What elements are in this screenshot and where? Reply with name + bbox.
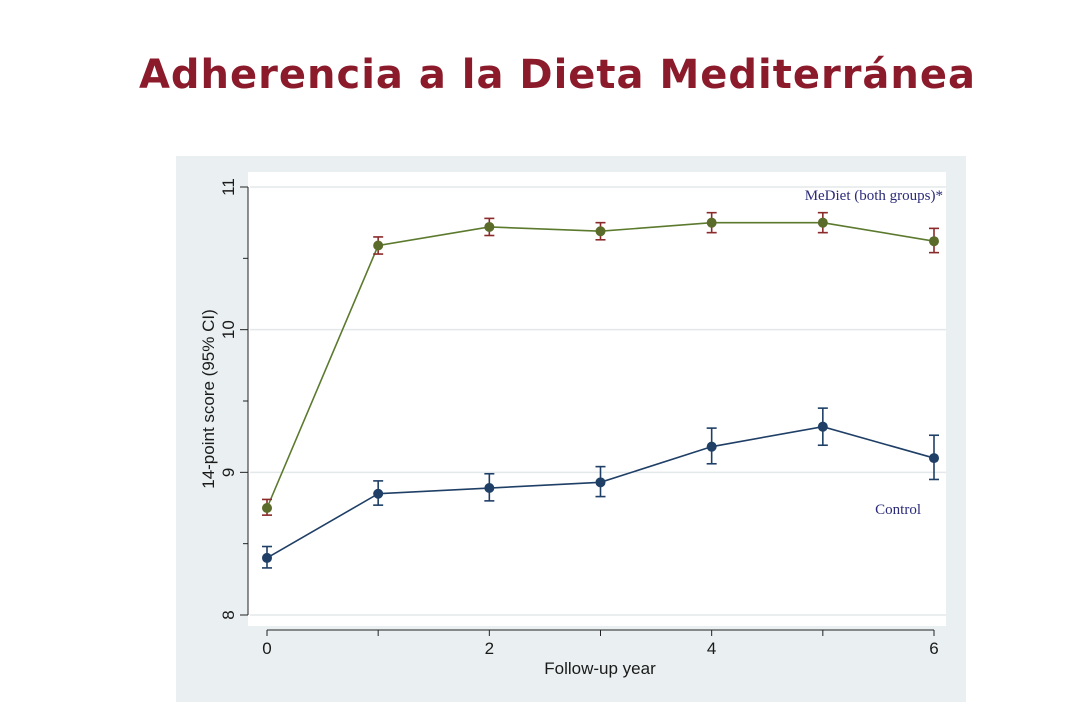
data-point-mediet bbox=[373, 240, 384, 251]
plot-area bbox=[248, 172, 946, 626]
line-chart: 8 9 10 11 0 2 4 6 14-point score (95% CI) Follo… bbox=[176, 156, 966, 702]
data-point-control bbox=[373, 488, 384, 499]
data-point-mediet bbox=[484, 221, 495, 232]
data-point-mediet bbox=[929, 236, 939, 247]
y-tick-label: 10 bbox=[219, 320, 238, 339]
data-point-control bbox=[595, 477, 606, 488]
axes: 8 9 10 11 0 2 4 6 bbox=[219, 178, 939, 658]
data-point-control bbox=[817, 421, 828, 432]
page-title: Adherencia a la Dieta Mediterránea bbox=[138, 52, 977, 98]
x-axis-title: Follow-up year bbox=[544, 659, 656, 678]
y-tick-label: 8 bbox=[219, 610, 238, 619]
x-tick-label: 6 bbox=[929, 639, 938, 658]
series bbox=[262, 211, 939, 569]
y-tick-label: 11 bbox=[219, 178, 238, 196]
series-label-control: Control bbox=[875, 502, 921, 518]
x-tick-label: 0 bbox=[262, 639, 271, 658]
data-point-mediet bbox=[262, 503, 272, 513]
data-point-control bbox=[484, 483, 495, 494]
x-tick-label: 2 bbox=[485, 639, 494, 658]
data-point-control bbox=[262, 552, 272, 563]
data-point-mediet bbox=[817, 217, 828, 228]
gridlines bbox=[250, 186, 946, 616]
data-point-control bbox=[706, 441, 717, 452]
data-point-mediet bbox=[706, 217, 717, 228]
data-point-mediet bbox=[595, 226, 606, 237]
x-tick-label: 4 bbox=[707, 639, 716, 658]
chart: 8 9 10 11 0 2 4 6 14-point score (95% CI) Follo… bbox=[176, 156, 966, 702]
y-axis-title: 14-point score (95% CI) bbox=[199, 309, 218, 489]
y-tick-label: 9 bbox=[219, 468, 238, 477]
series-label-mediet: MeDiet (both groups)* bbox=[805, 188, 943, 204]
data-point-control bbox=[929, 453, 939, 464]
